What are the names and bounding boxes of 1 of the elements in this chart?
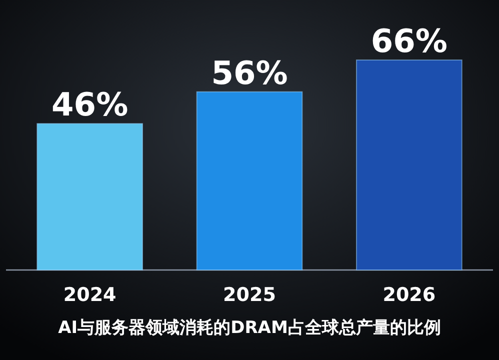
title: AI与服务器领域消耗的DRAM占全球总产量的比例 [58,318,441,338]
